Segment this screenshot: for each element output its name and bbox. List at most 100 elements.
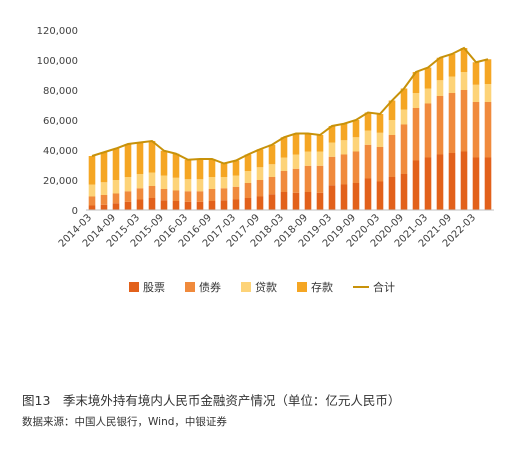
bar-segment: [220, 188, 228, 201]
figure-caption: 图13 季末境外持有境内人民币金融资产情况（单位：亿元人民币）: [22, 393, 401, 408]
bar-segment: [256, 167, 264, 180]
bar-segment: [112, 148, 120, 180]
bar-segment: [244, 198, 252, 210]
bar-segment: [184, 159, 192, 180]
bar-segment: [340, 154, 348, 185]
bar-segment: [304, 165, 312, 192]
bar-segment: [400, 88, 408, 110]
bar-segment: [88, 184, 96, 197]
bar-segment: [220, 163, 228, 177]
bar-segment: [388, 120, 396, 135]
bar-segment: [472, 84, 480, 102]
bar-segment: [352, 151, 360, 183]
bar-segment: [268, 177, 276, 195]
bar-segment: [460, 48, 468, 72]
bar-segment: [436, 154, 444, 210]
bar-segment: [124, 177, 132, 192]
bar-segment: [208, 177, 216, 189]
bar-segment: [88, 196, 96, 206]
bar-segment: [292, 154, 300, 169]
bar-segment: [208, 201, 216, 210]
legend-label: 合计: [373, 280, 395, 294]
bar-segment: [424, 67, 432, 89]
bar-segment: [244, 154, 252, 171]
bar-segment: [352, 120, 360, 138]
bar-segment: [88, 205, 96, 210]
bar-segment: [364, 130, 372, 145]
bar-segment: [88, 156, 96, 185]
bar-segment: [472, 62, 480, 85]
bar-segment: [472, 102, 480, 158]
bar-segment: [112, 193, 120, 204]
bar-segment: [412, 160, 420, 210]
bar-segment: [172, 153, 180, 178]
bar-segment: [364, 178, 372, 210]
bar-segment: [280, 137, 288, 158]
y-tick-label: 20,000: [43, 176, 78, 187]
y-tick-label: 40,000: [43, 146, 78, 157]
bar-segment: [292, 192, 300, 210]
bar-segment: [160, 189, 168, 201]
bar-segment: [244, 171, 252, 183]
legend-label: 存款: [311, 280, 333, 294]
bar-segment: [400, 124, 408, 174]
bar-segment: [328, 142, 336, 157]
legend-label: 贷款: [255, 280, 277, 294]
bar-segment: [352, 137, 360, 152]
bar-segment: [232, 199, 240, 210]
bar-segment: [196, 191, 204, 202]
bar-segment: [256, 196, 264, 210]
bar-segment: [292, 133, 300, 155]
bar-segment: [208, 189, 216, 201]
bar-segment: [148, 172, 156, 186]
bar-segment: [304, 192, 312, 210]
bar-segment: [424, 88, 432, 104]
y-tick-label: 0: [72, 206, 78, 217]
bar-segment: [160, 175, 168, 189]
bar-segment: [160, 200, 168, 210]
legend-swatch: [297, 282, 307, 292]
bar-segment: [268, 194, 276, 210]
data-source: 数据来源：中国人民银行，Wind，中银证券: [22, 416, 227, 428]
bar-segment: [472, 157, 480, 210]
bar-segment: [100, 195, 108, 205]
bar-segment: [448, 93, 456, 153]
bar-segment: [436, 57, 444, 81]
bar-segment: [292, 168, 300, 193]
bar-segment: [388, 177, 396, 210]
bar-segment: [448, 153, 456, 210]
legend-label: 债券: [199, 280, 221, 294]
bar-segment: [412, 93, 420, 108]
bar-segment: [184, 179, 192, 192]
bar-segment: [328, 156, 336, 186]
legend-swatch: [185, 282, 195, 292]
bar-segment: [100, 204, 108, 210]
bar-segment: [460, 151, 468, 210]
bar-segment: [136, 174, 144, 189]
bar-segment: [340, 123, 348, 141]
bar-segment: [232, 175, 240, 187]
bar-segment: [484, 84, 492, 102]
bar-segment: [112, 203, 120, 210]
bar-segment: [148, 186, 156, 198]
bar-segment: [148, 141, 156, 173]
bar-segment: [448, 76, 456, 93]
bar-segment: [400, 109, 408, 125]
bar-segment: [196, 159, 204, 180]
bar-segment: [280, 192, 288, 210]
bar-segment: [136, 199, 144, 210]
chart-area: 020,00040,00060,00080,000100,000120,000 …: [37, 26, 494, 294]
bar-segment: [100, 182, 108, 195]
bar-segment: [460, 72, 468, 90]
bar-segment: [136, 142, 144, 174]
bar-segment: [388, 135, 396, 177]
bar-segment: [340, 140, 348, 155]
y-tick-label: 120,000: [37, 26, 78, 37]
bar-segment: [304, 151, 312, 166]
bar-segment: [256, 149, 264, 168]
bar-segment: [160, 150, 168, 176]
bar-segment: [112, 180, 120, 194]
bar-segment: [268, 164, 276, 177]
bar-segment: [400, 174, 408, 210]
bar-segment: [220, 200, 228, 210]
